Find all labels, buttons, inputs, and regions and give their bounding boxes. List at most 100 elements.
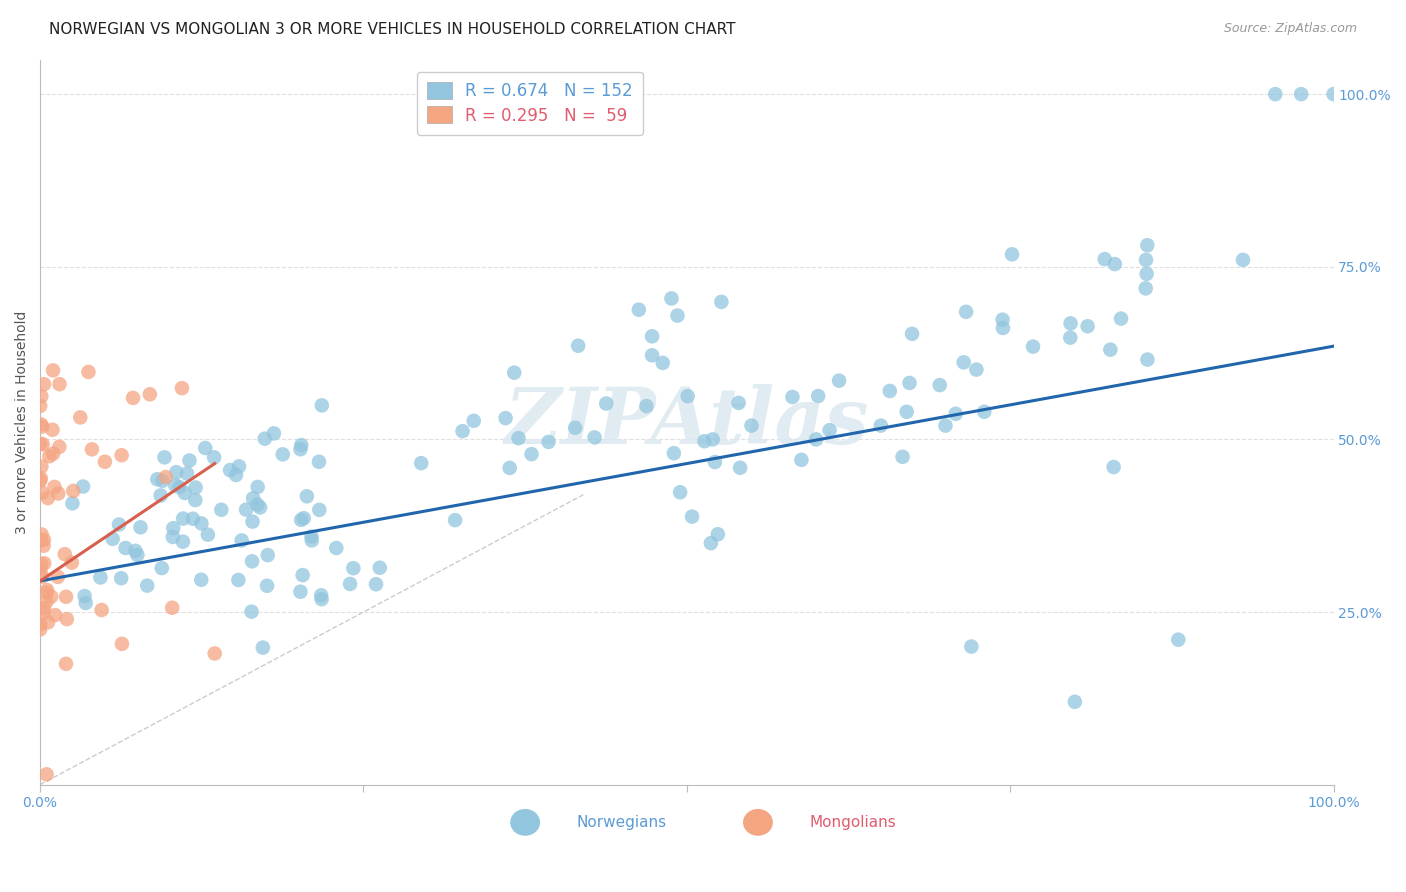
Y-axis label: 3 or more Vehicles in Household: 3 or more Vehicles in Household bbox=[15, 310, 30, 533]
Point bbox=[150, 561, 173, 575]
Point bbox=[636, 399, 658, 413]
Point bbox=[38, 449, 60, 463]
Point bbox=[35, 585, 58, 599]
Point bbox=[451, 424, 474, 438]
Point bbox=[89, 570, 111, 584]
Point bbox=[308, 503, 330, 517]
Point bbox=[627, 302, 650, 317]
Point bbox=[30, 417, 52, 432]
Point bbox=[804, 433, 827, 447]
Point bbox=[39, 590, 62, 604]
Point bbox=[111, 448, 134, 462]
Point bbox=[290, 584, 312, 599]
Point bbox=[807, 389, 830, 403]
Point bbox=[641, 348, 664, 362]
Point bbox=[499, 461, 522, 475]
Point bbox=[165, 478, 187, 492]
Point bbox=[818, 423, 841, 437]
Point bbox=[271, 447, 294, 461]
Point bbox=[928, 378, 950, 392]
Point bbox=[1094, 252, 1116, 266]
Point bbox=[129, 520, 152, 534]
Point bbox=[727, 396, 749, 410]
Point bbox=[30, 533, 52, 548]
Point bbox=[364, 577, 387, 591]
Point bbox=[31, 437, 53, 451]
Point bbox=[965, 362, 987, 376]
Point bbox=[339, 577, 361, 591]
Point bbox=[256, 548, 278, 562]
Point bbox=[127, 548, 149, 562]
Point bbox=[991, 321, 1014, 335]
Point bbox=[520, 447, 543, 461]
Point bbox=[1077, 319, 1099, 334]
Point bbox=[31, 419, 53, 434]
Point bbox=[728, 460, 751, 475]
Point bbox=[165, 465, 187, 479]
Point bbox=[30, 617, 52, 632]
Point bbox=[228, 573, 250, 587]
Point bbox=[666, 309, 689, 323]
Point bbox=[139, 387, 162, 401]
Point bbox=[32, 377, 55, 392]
Point bbox=[1059, 330, 1081, 344]
Point bbox=[960, 640, 983, 654]
Point bbox=[641, 329, 664, 343]
Point bbox=[225, 467, 247, 482]
Point bbox=[73, 589, 96, 603]
Point bbox=[240, 605, 263, 619]
Point bbox=[219, 463, 242, 477]
Point bbox=[291, 568, 314, 582]
Text: ZIPAtlas: ZIPAtlas bbox=[505, 384, 869, 460]
Point bbox=[308, 455, 330, 469]
Point bbox=[700, 536, 723, 550]
Point bbox=[444, 513, 467, 527]
Point bbox=[184, 481, 207, 495]
Point bbox=[48, 377, 70, 392]
Ellipse shape bbox=[744, 810, 772, 835]
Point bbox=[934, 418, 956, 433]
Point bbox=[41, 423, 63, 437]
Point bbox=[240, 554, 263, 568]
Point bbox=[707, 527, 730, 541]
Point bbox=[60, 556, 83, 570]
Point bbox=[162, 530, 184, 544]
Point bbox=[879, 384, 901, 398]
Point bbox=[44, 608, 66, 623]
Point bbox=[242, 491, 264, 506]
Point bbox=[290, 513, 312, 527]
Point bbox=[122, 391, 145, 405]
Point bbox=[311, 592, 333, 607]
Point bbox=[495, 411, 517, 425]
Point bbox=[1059, 317, 1081, 331]
Point bbox=[31, 485, 53, 500]
Point bbox=[32, 533, 55, 547]
Point bbox=[136, 579, 159, 593]
Point bbox=[42, 446, 65, 460]
Point bbox=[37, 491, 59, 505]
Point bbox=[31, 569, 53, 583]
Point bbox=[1232, 252, 1254, 267]
Point bbox=[1063, 695, 1085, 709]
Point bbox=[973, 405, 995, 419]
Point bbox=[146, 472, 169, 486]
Point bbox=[160, 600, 183, 615]
Point bbox=[153, 450, 176, 465]
Point bbox=[290, 438, 312, 452]
Point bbox=[30, 459, 52, 474]
Point bbox=[30, 471, 52, 485]
Point bbox=[30, 557, 52, 571]
Point bbox=[1135, 252, 1157, 267]
Point bbox=[342, 561, 364, 575]
Point bbox=[301, 533, 323, 548]
Point bbox=[173, 486, 195, 500]
Point bbox=[564, 421, 586, 435]
Point bbox=[295, 489, 318, 503]
Point bbox=[703, 455, 725, 469]
Point bbox=[311, 398, 333, 412]
Text: Norwegians: Norwegians bbox=[576, 815, 666, 830]
Point bbox=[1104, 257, 1126, 271]
Point bbox=[108, 517, 131, 532]
Point bbox=[702, 433, 724, 447]
Point bbox=[56, 612, 79, 626]
